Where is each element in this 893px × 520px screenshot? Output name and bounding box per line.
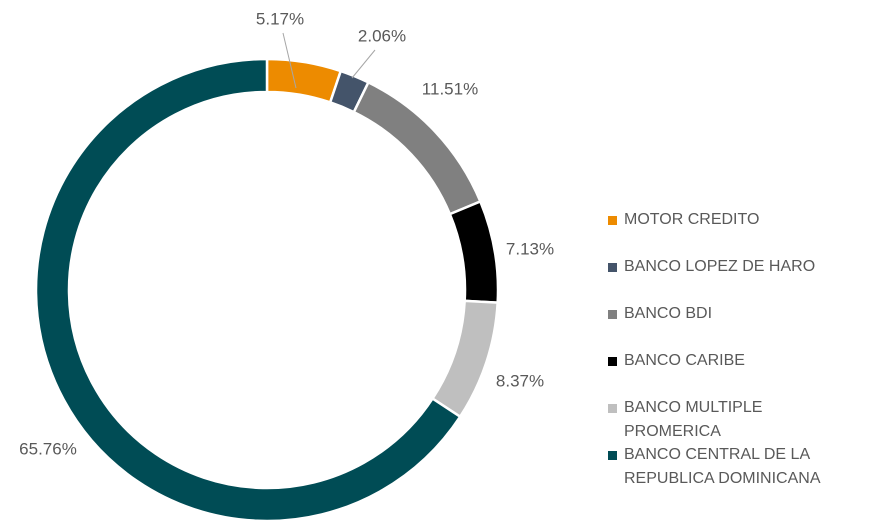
legend-swatch xyxy=(608,451,617,460)
donut-segment xyxy=(430,299,499,419)
donut-segment xyxy=(265,57,343,104)
leader-line xyxy=(282,32,297,89)
legend-item: BANCO CENTRAL DE LA REPUBLICA DOMINICANA xyxy=(608,443,893,490)
legend-label: BANCO BDI xyxy=(624,305,713,322)
data-label: 5.17% xyxy=(256,9,304,28)
legend-label: BANCO CENTRAL DE LA REPUBLICA DOMINICANA xyxy=(624,446,821,487)
legend-item: BANCO CARIBE xyxy=(608,349,893,396)
data-label: 7.13% xyxy=(506,239,554,258)
leader-line xyxy=(351,49,376,79)
donut-segment xyxy=(448,199,500,304)
data-label: 11.51% xyxy=(422,79,478,98)
legend-swatch xyxy=(608,357,617,366)
legend-label: MOTOR CREDITO xyxy=(624,211,760,228)
data-label: 2.06% xyxy=(358,26,406,45)
legend-label: BANCO MULTIPLE PROMERICA xyxy=(624,399,763,440)
legend-swatch xyxy=(608,216,617,225)
legend-item: BANCO MULTIPLE PROMERICA xyxy=(608,396,893,443)
legend-swatch xyxy=(608,263,617,272)
legend: MOTOR CREDITO BANCO LOPEZ DE HARO BANCO BD… xyxy=(608,208,893,490)
legend-item: BANCO BDI xyxy=(608,302,893,349)
legend-swatch xyxy=(608,310,617,319)
data-label: 8.37% xyxy=(496,371,544,390)
legend-item: BANCO LOPEZ DE HARO xyxy=(608,255,893,302)
legend-label: BANCO LOPEZ DE HARO xyxy=(624,258,816,275)
legend-label: BANCO CARIBE xyxy=(624,352,745,369)
legend-swatch xyxy=(608,404,617,413)
donut-segment xyxy=(352,80,482,216)
donut-segment xyxy=(34,57,462,520)
legend-item: MOTOR CREDITO xyxy=(608,208,893,255)
data-label: 65.76% xyxy=(19,439,77,458)
